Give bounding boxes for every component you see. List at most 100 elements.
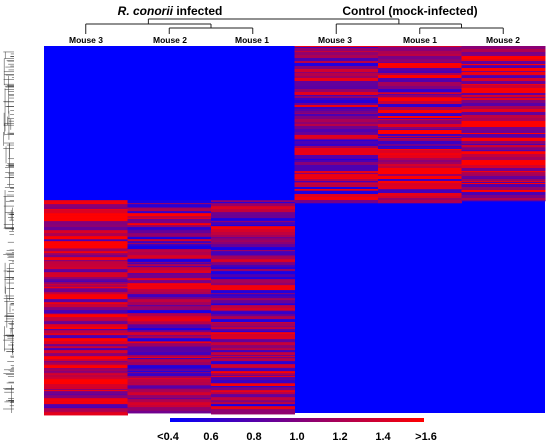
heatmap-cell — [44, 236, 128, 240]
heatmap-cell — [44, 401, 128, 405]
heatmap-cell — [211, 235, 295, 238]
column-labels: Mouse 3 Mouse 2 Mouse 1 Mouse 3 Mouse 1 … — [69, 35, 520, 45]
heatmap-cell — [211, 308, 295, 311]
heatmap-cell — [294, 47, 379, 49]
heatmap-cell — [127, 355, 212, 358]
heatmap-cell — [211, 300, 295, 304]
heatmap-cell — [211, 232, 295, 236]
heatmap-cell — [127, 392, 212, 396]
heatmap-cell — [378, 66, 462, 69]
heatmap-cell — [127, 208, 212, 212]
heatmap-cell — [378, 84, 462, 87]
heatmap-cell — [294, 159, 379, 161]
heatmap-cell — [294, 174, 379, 176]
heatmap-cell — [127, 270, 212, 274]
column-dendrogram — [85, 18, 504, 34]
heatmap-cell — [127, 350, 212, 353]
group-label-control: Control (mock-infected) — [342, 4, 477, 18]
heatmap-cell — [461, 174, 546, 177]
heatmap-cell — [44, 284, 128, 286]
heatmap-cell — [294, 160, 379, 163]
heatmap-cell — [378, 171, 462, 175]
heatmap-cell — [461, 134, 546, 138]
colorbar-tick-label: <0.4 — [157, 431, 180, 443]
heatmap-cell — [378, 119, 462, 121]
heatmap-cell — [127, 273, 212, 275]
heatmap-cell — [211, 220, 295, 222]
heatmap-cell — [378, 63, 462, 67]
heatmap-cell — [44, 379, 128, 383]
heatmap-cell — [44, 390, 128, 392]
heatmap-cell — [44, 392, 128, 395]
heatmap-cell — [294, 55, 379, 59]
heatmap-cell — [211, 390, 295, 393]
heatmap-cell — [211, 316, 295, 320]
heatmap-cell — [211, 409, 295, 413]
heatmap-cell — [127, 398, 212, 400]
heatmap-cell — [127, 316, 212, 319]
heatmap-cell — [294, 126, 379, 130]
heatmap-cell — [378, 162, 462, 165]
heatmap-cell — [211, 380, 295, 384]
heatmap-cell — [127, 299, 212, 303]
heatmap-cell — [44, 335, 128, 339]
heatmap-cell — [211, 358, 295, 362]
heatmap-cell — [127, 411, 212, 414]
heatmap-cell — [211, 383, 295, 385]
heatmap-cell — [44, 224, 128, 228]
heatmap-cell — [461, 95, 546, 97]
heatmap-cell — [461, 182, 546, 184]
heatmap-cell — [378, 139, 462, 142]
heatmap-cell — [44, 288, 128, 290]
heatmap-cell — [294, 181, 379, 183]
heatmap-cell — [127, 223, 212, 226]
heatmap-cell — [127, 379, 212, 383]
heatmap-cell — [378, 80, 462, 83]
heatmap-cell — [44, 292, 128, 295]
heatmap-cell — [378, 174, 462, 177]
heatmap-cell — [211, 251, 295, 255]
heatmap-cell — [127, 200, 212, 204]
heatmap-cell — [461, 71, 546, 73]
heatmap-cell — [127, 359, 212, 363]
heatmap-cell — [211, 244, 295, 248]
heatmap-cell — [211, 303, 295, 305]
heatmap-cell — [294, 89, 379, 93]
heatmap-cell — [127, 246, 212, 250]
heatmap-cell — [211, 394, 295, 398]
heatmap-cell — [378, 124, 462, 128]
heatmap-cell — [461, 130, 546, 134]
heatmap-cell — [127, 352, 212, 355]
heatmap-cell — [44, 348, 128, 351]
heatmap-cell — [127, 258, 212, 260]
heatmap-cell — [127, 309, 212, 311]
heatmap-cell — [44, 281, 128, 283]
heatmap-cell — [378, 71, 462, 74]
heatmap-cell — [378, 147, 462, 150]
heatmap-cell — [461, 141, 546, 145]
heatmap-cell — [294, 187, 379, 190]
heatmap-cell — [44, 395, 128, 399]
heatmap-cell — [44, 267, 128, 270]
heatmap-cell — [211, 364, 295, 368]
heatmap-cell — [211, 386, 295, 388]
heatmap-cell — [44, 329, 128, 331]
heatmap-cell — [44, 272, 128, 275]
heatmap-cell — [211, 329, 295, 332]
heatmap-cell — [44, 230, 128, 234]
heatmap-cell — [211, 322, 295, 324]
heatmap-cell — [44, 263, 128, 267]
heatmap-cell — [378, 129, 462, 131]
heatmap-cell — [44, 297, 128, 300]
colorbar-ticks: <0.4 0.6 0.8 1.0 1.2 1.4 >1.6 — [157, 431, 437, 443]
heatmap-cell — [127, 322, 212, 325]
heatmap-cell — [294, 139, 379, 141]
heatmap-cell — [127, 283, 212, 286]
heatmap-cell — [378, 193, 462, 197]
heatmap-cell — [294, 109, 379, 112]
heatmap-cell — [211, 387, 295, 391]
heatmap-cell — [378, 183, 462, 187]
heatmap-cell — [294, 87, 379, 90]
